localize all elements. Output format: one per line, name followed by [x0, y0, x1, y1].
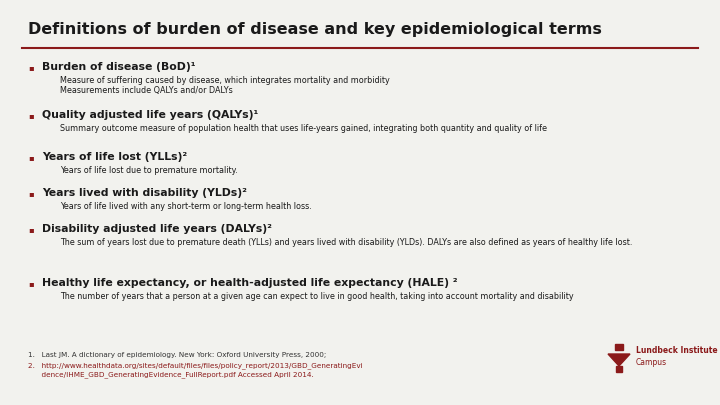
Text: Summary outcome measure of population health that uses life-years gained, integr: Summary outcome measure of population he…: [60, 124, 547, 133]
Text: dence/IHME_GBD_GeneratingEvidence_FullReport.pdf Accessed April 2014.: dence/IHME_GBD_GeneratingEvidence_FullRe…: [28, 371, 314, 378]
Text: Measure of suffering caused by disease, which integrates mortality and morbidity: Measure of suffering caused by disease, …: [60, 76, 390, 85]
Text: Campus: Campus: [636, 358, 667, 367]
Text: Years of life lost (YLLs)²: Years of life lost (YLLs)²: [42, 152, 187, 162]
Text: Quality adjusted life years (QALYs)¹: Quality adjusted life years (QALYs)¹: [42, 110, 258, 120]
Text: ▪: ▪: [28, 189, 34, 198]
Text: Healthy life expectancy, or health-adjusted life expectancy (HALE) ²: Healthy life expectancy, or health-adjus…: [42, 278, 458, 288]
Text: Measurements include QALYs and/or DALYs: Measurements include QALYs and/or DALYs: [60, 86, 233, 95]
Text: ▪: ▪: [28, 153, 34, 162]
Text: Lundbeck Institute: Lundbeck Institute: [636, 346, 718, 355]
Text: Disability adjusted life years (DALYs)²: Disability adjusted life years (DALYs)²: [42, 224, 272, 234]
Text: Years of life lost due to premature mortality.: Years of life lost due to premature mort…: [60, 166, 238, 175]
Text: The number of years that a person at a given age can expect to live in good heal: The number of years that a person at a g…: [60, 292, 574, 301]
Text: ▪: ▪: [28, 279, 34, 288]
Text: ▪: ▪: [28, 111, 34, 120]
Polygon shape: [608, 354, 630, 366]
Text: 1.   Last JM. A dictionary of epidemiology. New York: Oxford University Press, 2: 1. Last JM. A dictionary of epidemiology…: [28, 352, 326, 358]
Text: 2.   http://www.healthdata.org/sites/default/files/files/policy_report/2013/GBD_: 2. http://www.healthdata.org/sites/defau…: [28, 362, 363, 369]
Bar: [615, 344, 623, 350]
Text: Definitions of burden of disease and key epidemiological terms: Definitions of burden of disease and key…: [28, 22, 602, 37]
Text: The sum of years lost due to premature death (YLLs) and years lived with disabil: The sum of years lost due to premature d…: [60, 238, 632, 247]
Bar: [616, 366, 622, 372]
Text: Years of life lived with any short-term or long-term health loss.: Years of life lived with any short-term …: [60, 202, 312, 211]
Text: ▪: ▪: [28, 63, 34, 72]
Text: Burden of disease (BoD)¹: Burden of disease (BoD)¹: [42, 62, 196, 72]
Text: ▪: ▪: [28, 225, 34, 234]
Text: Years lived with disability (YLDs)²: Years lived with disability (YLDs)²: [42, 188, 247, 198]
